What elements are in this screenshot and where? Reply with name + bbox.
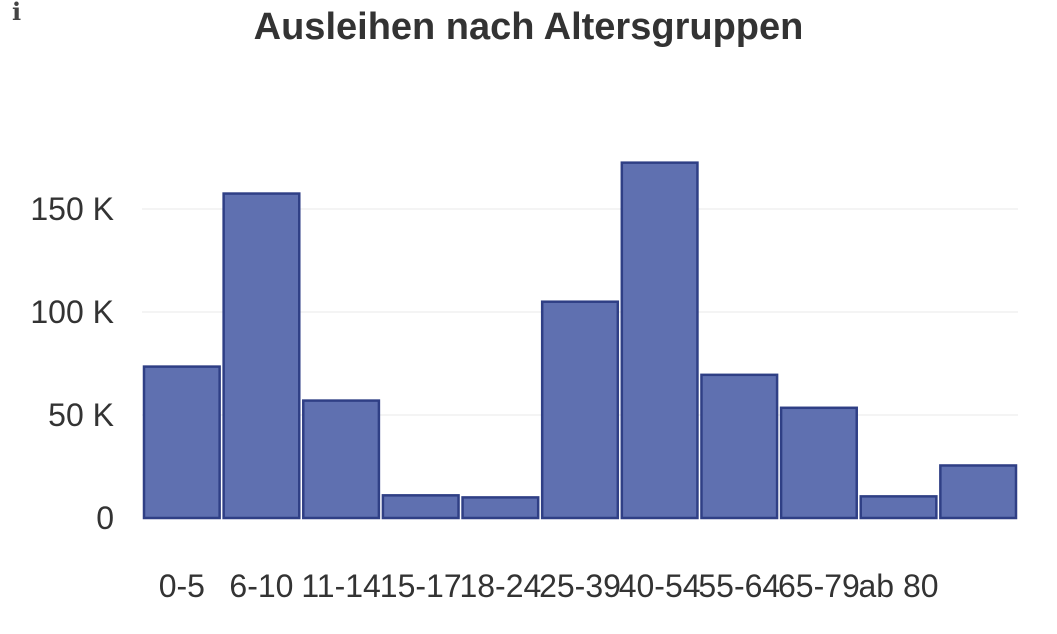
info-icon[interactable]: i <box>12 0 22 26</box>
y-tick-label: 100 K <box>30 294 114 330</box>
bar[interactable] <box>540 300 620 520</box>
bar[interactable] <box>381 494 460 520</box>
x-tick-label: 65-79 <box>778 568 860 604</box>
chart-title: Ausleihen nach Altersgruppen <box>253 6 804 48</box>
bar-layer <box>142 161 1018 520</box>
x-tick-label: 40-54 <box>619 568 701 604</box>
bar[interactable] <box>779 406 858 520</box>
x-tick-label: 18-24 <box>459 568 541 604</box>
x-axis-ticks: 0-5 6-10 11-1415-1718-2425-3940-5455-6465-… <box>159 568 939 604</box>
y-axis-ticks: 0 50 K 100 K 150 K <box>30 191 114 536</box>
x-tick-label: 15-17 <box>380 568 462 604</box>
bar[interactable] <box>620 161 699 520</box>
x-tick-label: 25-39 <box>539 568 621 604</box>
y-tick-label: 150 K <box>30 191 114 227</box>
y-tick-label: 50 K <box>48 397 114 433</box>
bar[interactable] <box>302 399 381 520</box>
bar[interactable] <box>142 365 221 520</box>
bar[interactable] <box>222 192 301 520</box>
y-tick-label: 0 <box>96 500 114 536</box>
bar[interactable] <box>939 464 1018 520</box>
bar[interactable] <box>461 496 540 520</box>
x-tick-label: 55-64 <box>698 568 780 604</box>
bar[interactable] <box>859 495 938 520</box>
x-tick-label: 0-5 <box>159 568 205 604</box>
x-tick-label: 11-14 <box>301 568 380 604</box>
bar[interactable] <box>700 373 779 520</box>
x-tick-label: ab 80 <box>859 568 939 604</box>
x-tick-label: 6-10 <box>229 568 293 604</box>
